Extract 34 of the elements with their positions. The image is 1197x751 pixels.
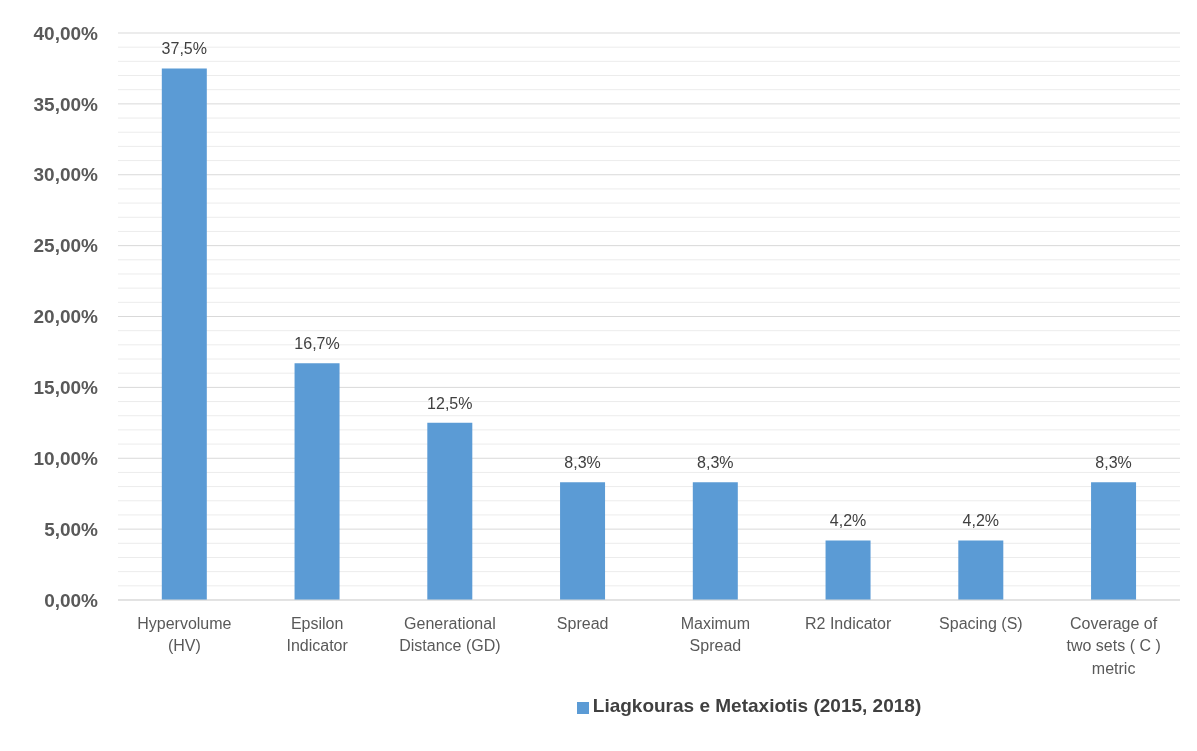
bar xyxy=(294,363,340,600)
y-tick-label: 5,00% xyxy=(44,518,99,540)
y-tick-label: 20,00% xyxy=(33,306,99,328)
bar xyxy=(1091,482,1137,600)
bar xyxy=(161,68,207,600)
data-label: 8,3% xyxy=(697,454,734,472)
x-tick-label: Coverage of two sets ( C ) metric xyxy=(1066,614,1161,677)
x-tick-label: Spread xyxy=(556,614,609,632)
bar xyxy=(825,540,871,600)
x-tick-label: Generational Distance (GD) xyxy=(399,614,501,655)
y-tick-label: 10,00% xyxy=(33,447,99,469)
bar xyxy=(692,482,738,600)
bar xyxy=(427,422,473,600)
y-tick-label: 15,00% xyxy=(33,377,99,399)
data-label: 37,5% xyxy=(161,40,207,58)
data-label: 4,2% xyxy=(962,512,1000,530)
data-label: 8,3% xyxy=(564,454,601,472)
bar xyxy=(560,482,606,600)
y-tick-label: 40,00% xyxy=(33,22,99,44)
bar xyxy=(958,540,1004,600)
data-label: 16,7% xyxy=(294,335,340,353)
x-tick-label: Spacing (S) xyxy=(939,614,1023,632)
y-tick-label: 30,00% xyxy=(33,164,99,186)
data-label: 8,3% xyxy=(1095,454,1132,472)
y-tick-label: 25,00% xyxy=(33,235,99,257)
legend-label: Liagkouras e Metaxiotis (2015, 2018) xyxy=(592,695,922,716)
y-tick-label: 35,00% xyxy=(33,93,99,115)
data-label: 4,2% xyxy=(829,512,867,530)
y-tick-label: 0,00% xyxy=(44,589,99,611)
x-tick-label: Epsilon Indicator xyxy=(286,614,349,655)
x-tick-label: Maximum Spread xyxy=(680,614,751,655)
x-tick-label: Hypervolume (HV) xyxy=(137,614,232,655)
x-tick-label: R2 Indicator xyxy=(804,614,892,632)
data-label: 12,5% xyxy=(427,394,473,412)
